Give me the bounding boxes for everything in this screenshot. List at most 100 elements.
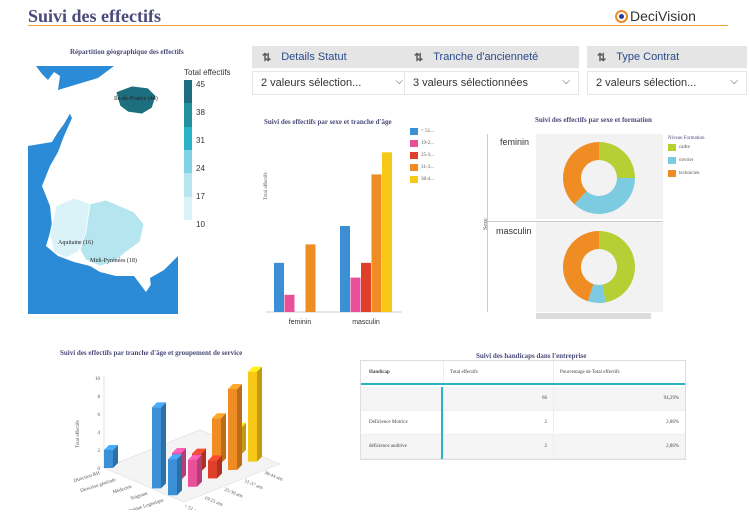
bar-masculin-3[interactable] bbox=[371, 174, 382, 312]
bar3d-side bbox=[177, 454, 182, 496]
bar-masculin-4[interactable] bbox=[382, 152, 392, 312]
legend-color-step bbox=[184, 126, 192, 150]
x-tick-label: masculin bbox=[352, 319, 380, 326]
bar3d-side bbox=[217, 455, 222, 479]
bar-feminin-3[interactable] bbox=[305, 244, 316, 312]
table-row[interactable]: déficience auditive 2 2,86% bbox=[361, 435, 685, 459]
legend-item[interactable]: 38-4... bbox=[410, 176, 434, 183]
bar3d-z-label: < 51 ans bbox=[183, 504, 201, 510]
bar-feminin-0[interactable] bbox=[274, 262, 284, 312]
chevron-down-icon[interactable]: ⌵ bbox=[730, 76, 738, 87]
sort-arrows-icon[interactable]: ⇅ bbox=[414, 51, 423, 64]
filter-select[interactable]: 2 valeurs sélection... ⌵ bbox=[587, 71, 747, 95]
donut-legend: cadre ouvrier technicien bbox=[668, 144, 700, 183]
legend-label: 25-3... bbox=[421, 153, 434, 158]
donut-scrollbar[interactable] bbox=[536, 313, 651, 319]
region-midi-pyrenees[interactable] bbox=[79, 199, 145, 267]
bar3d-front[interactable] bbox=[248, 371, 257, 462]
legend-label: 31-3... bbox=[421, 165, 434, 170]
bar3d-front[interactable] bbox=[228, 389, 237, 470]
bar3d-front[interactable] bbox=[168, 459, 177, 496]
table-title: Suivi des handicaps dans l'entreprise bbox=[476, 352, 587, 360]
table-header-cell[interactable]: Total effectifs bbox=[443, 361, 478, 383]
logo: DeciVision bbox=[615, 8, 696, 24]
bar-masculin-0[interactable] bbox=[340, 226, 350, 312]
map-legend-scale bbox=[184, 80, 192, 220]
bar-feminin-1[interactable] bbox=[284, 294, 295, 312]
sort-arrows-icon[interactable]: ⇅ bbox=[262, 51, 271, 64]
legend-label: 19-2... bbox=[421, 141, 434, 146]
legend-label: 38-4... bbox=[421, 177, 434, 182]
table-cell-total: 2 bbox=[443, 411, 553, 434]
table-header-cell[interactable]: Pourcentage de Total effectifs bbox=[553, 361, 620, 383]
map-legend-tick: 17 bbox=[196, 192, 205, 201]
bar3d-side bbox=[201, 448, 206, 472]
sort-arrows-icon[interactable]: ⇅ bbox=[597, 51, 606, 64]
map-region-label: Aquitaine (16) bbox=[58, 240, 94, 246]
donut-slice-masculin-0[interactable] bbox=[599, 231, 635, 303]
filter-select[interactable]: 3 valeurs sélectionnées ⌵ bbox=[404, 71, 579, 95]
legend-swatch bbox=[668, 170, 676, 177]
bar-masculin-1[interactable] bbox=[350, 277, 361, 312]
filter-details-statut: ⇅ Details Statut 2 valeurs sélection... … bbox=[252, 46, 412, 98]
filter-header[interactable]: ⇅ Type Contrat bbox=[587, 46, 747, 68]
table-cell-total: 66 bbox=[443, 387, 553, 410]
bar3d-front[interactable] bbox=[152, 407, 161, 489]
bar3d-front[interactable] bbox=[104, 450, 113, 468]
donut-frame bbox=[487, 134, 663, 312]
bar3d-front[interactable] bbox=[188, 459, 197, 487]
legend-swatch bbox=[410, 164, 418, 171]
filter-select[interactable]: 2 valeurs sélection... ⌵ bbox=[252, 71, 412, 95]
x-tick-label: feminin bbox=[289, 319, 312, 326]
table-row[interactable]: Déficience Motrice 2 2,86% bbox=[361, 411, 685, 435]
bar3d-z-label: 25-30 ans bbox=[223, 488, 243, 500]
legend-item[interactable]: 31-3... bbox=[410, 164, 434, 171]
donut-slice-masculin-2[interactable] bbox=[563, 231, 599, 302]
decivision-logo-icon bbox=[615, 9, 628, 23]
map-land-north bbox=[28, 66, 72, 146]
filter-value: 2 valeurs sélection... bbox=[596, 77, 697, 89]
legend-item[interactable]: cadre bbox=[668, 144, 700, 151]
table-row[interactable]: 66 94,29% bbox=[361, 387, 685, 411]
bar3d-front[interactable] bbox=[212, 418, 221, 464]
legend-color-step bbox=[184, 149, 192, 174]
map-title: Répartition géographique des effectifs bbox=[70, 48, 184, 56]
donut-slice-feminin-2[interactable] bbox=[563, 142, 599, 205]
bar3d-side bbox=[241, 422, 246, 455]
legend-item[interactable]: < 51... bbox=[410, 128, 434, 135]
france-map[interactable]: Ile-de-France (44) Aquitaine (16) Midi-P… bbox=[28, 66, 178, 314]
table-header-cell[interactable]: Handicap bbox=[369, 369, 390, 375]
table-cell-total: 2 bbox=[443, 435, 553, 458]
bar3d-top bbox=[172, 448, 186, 453]
filter-header[interactable]: ⇅ Details Statut bbox=[252, 46, 412, 68]
table-cell-pct: 94,29% bbox=[553, 387, 685, 410]
legend-item[interactable]: technicien bbox=[668, 170, 700, 177]
donut-slice-masculin-1[interactable] bbox=[587, 284, 606, 303]
legend-color-step bbox=[184, 173, 192, 197]
page-header: Suivi des effectifs DeciVision bbox=[0, 0, 750, 28]
table-cell-pct: 2,86% bbox=[553, 435, 685, 458]
donut-row-label-masculin: masculin bbox=[496, 226, 532, 236]
bar3d-x-label: Technique Logistique bbox=[122, 498, 166, 510]
header-divider bbox=[28, 25, 728, 26]
donut-chart bbox=[563, 142, 635, 303]
legend-item[interactable]: ouvrier bbox=[668, 157, 700, 164]
filter-value: 2 valeurs sélection... bbox=[261, 77, 362, 89]
bar3d-y-tick: 0 bbox=[98, 467, 101, 472]
region-ile-de-france[interactable] bbox=[115, 85, 157, 115]
donut-slice-feminin-0[interactable] bbox=[599, 142, 635, 178]
chevron-down-icon[interactable]: ⌵ bbox=[395, 76, 403, 87]
legend-swatch bbox=[668, 157, 676, 164]
bar-masculin-2[interactable] bbox=[361, 262, 371, 312]
legend-label: ouvrier bbox=[679, 158, 694, 163]
donut-row-label-feminin: feminin bbox=[500, 137, 530, 147]
donut-legend-title: Niveau Formation bbox=[668, 136, 705, 141]
donut-slice-feminin-1[interactable] bbox=[574, 178, 635, 214]
legend-item[interactable]: 25-3... bbox=[410, 152, 434, 159]
legend-item[interactable]: 19-2... bbox=[410, 140, 434, 147]
bar3d-front[interactable] bbox=[208, 460, 217, 479]
filter-header[interactable]: ⇅ Tranche d'ancienneté bbox=[404, 46, 579, 68]
chevron-down-icon[interactable]: ⌵ bbox=[562, 76, 570, 87]
bar3d-side bbox=[221, 413, 226, 464]
bar3d-z-label: 31-37 ans bbox=[243, 479, 263, 491]
